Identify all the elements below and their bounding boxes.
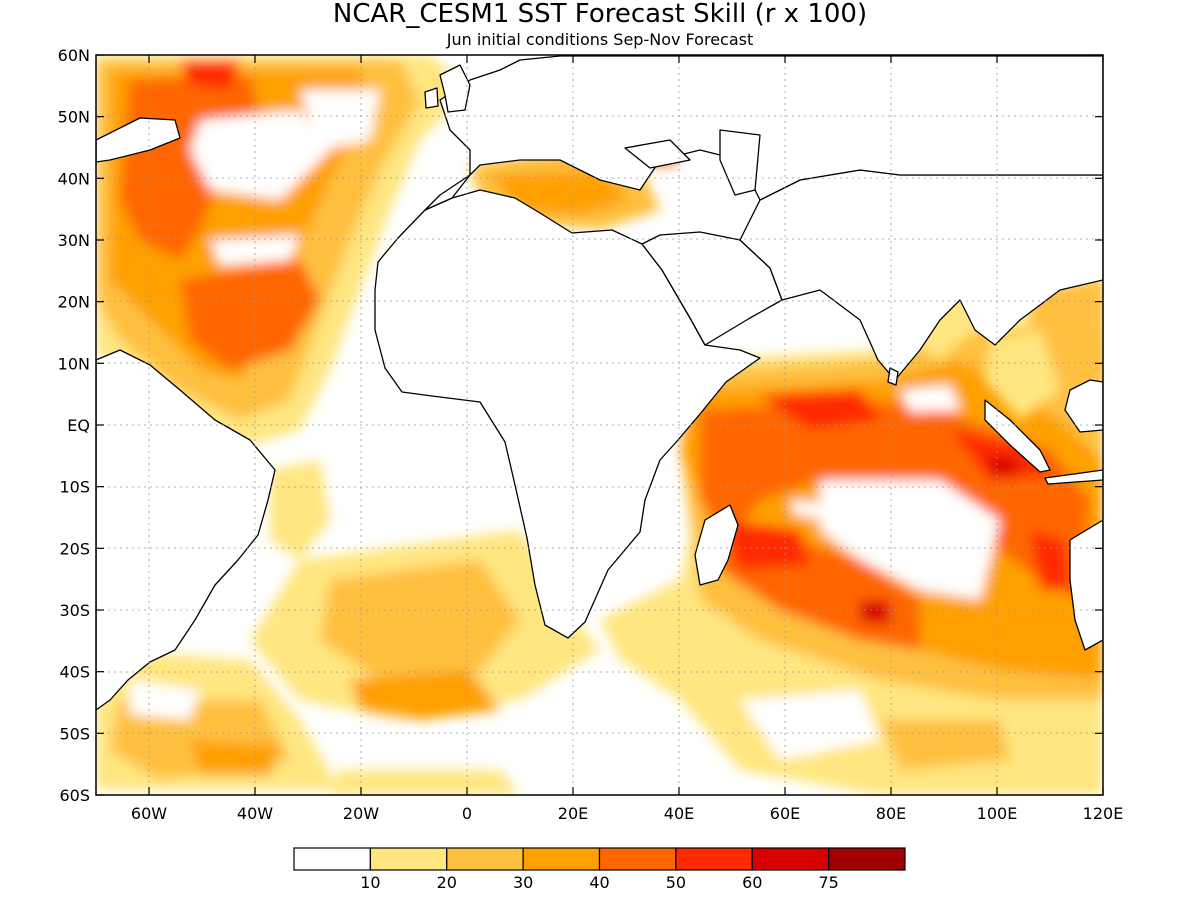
colorbar-label: 20: [437, 873, 457, 892]
lat-tick-label: 10S: [59, 478, 90, 497]
lon-tick-label: 0: [462, 804, 472, 823]
lon-tick-label: 120E: [1083, 804, 1124, 823]
colorbar-swatch: [828, 847, 906, 871]
colorbar-swatch: [293, 847, 371, 871]
skill-shading: [96, 55, 1103, 795]
latitude-axis: 60N 50N 40N 30N 20N 10N EQ 10S 20S 30S 40S 50S 60S: [58, 46, 1103, 805]
lat-tick-label: 50N: [58, 108, 90, 127]
lon-tick-label: 40E: [664, 804, 694, 823]
colorbar-swatch: [598, 847, 677, 871]
colorbar-label: 10: [360, 873, 380, 892]
lon-tick-label: 60W: [131, 804, 167, 823]
lon-tick-label: 20E: [558, 804, 588, 823]
colorbar-label: 75: [818, 873, 838, 892]
colorbar: 10 20 30 40 50 60 75: [293, 847, 906, 892]
colorbar-label: 60: [742, 873, 762, 892]
lat-tick-label: 40S: [59, 663, 90, 682]
lat-tick-label: EQ: [67, 416, 90, 435]
map-title: NCAR_CESM1 SST Forecast Skill (r x 100): [333, 0, 867, 29]
lat-tick-label: 30S: [59, 601, 90, 620]
longitude-axis: 60W 40W 20W 0 20E 40E 60E 80E 100E 120E: [131, 55, 1123, 823]
lat-tick-label: 20S: [59, 539, 90, 558]
lon-tick-label: 60E: [770, 804, 800, 823]
lat-tick-label: 20N: [58, 293, 90, 312]
lon-tick-label: 80E: [876, 804, 906, 823]
lon-tick-label: 100E: [977, 804, 1018, 823]
lat-tick-label: 40N: [58, 169, 90, 188]
colorbar-label: 30: [513, 873, 533, 892]
lat-tick-label: 50S: [59, 724, 90, 743]
colorbar-swatch: [522, 847, 601, 871]
lat-tick-label: 60N: [58, 46, 90, 65]
coastlines: [96, 55, 1103, 711]
colorbar-swatch: [369, 847, 448, 871]
colorbar-label: 40: [589, 873, 609, 892]
lat-tick-label: 30N: [58, 231, 90, 250]
lon-tick-label: 20W: [343, 804, 379, 823]
colorbar-label: 50: [666, 873, 686, 892]
colorbar-swatch: [446, 847, 524, 871]
lat-tick-label: 10N: [58, 354, 90, 373]
map-subtitle: Jun initial conditions Sep-Nov Forecast: [446, 30, 754, 49]
lat-tick-label: 60S: [59, 786, 90, 805]
colorbar-swatch: [675, 847, 753, 871]
lon-tick-label: 40W: [237, 804, 273, 823]
colorbar-swatch: [751, 847, 830, 871]
